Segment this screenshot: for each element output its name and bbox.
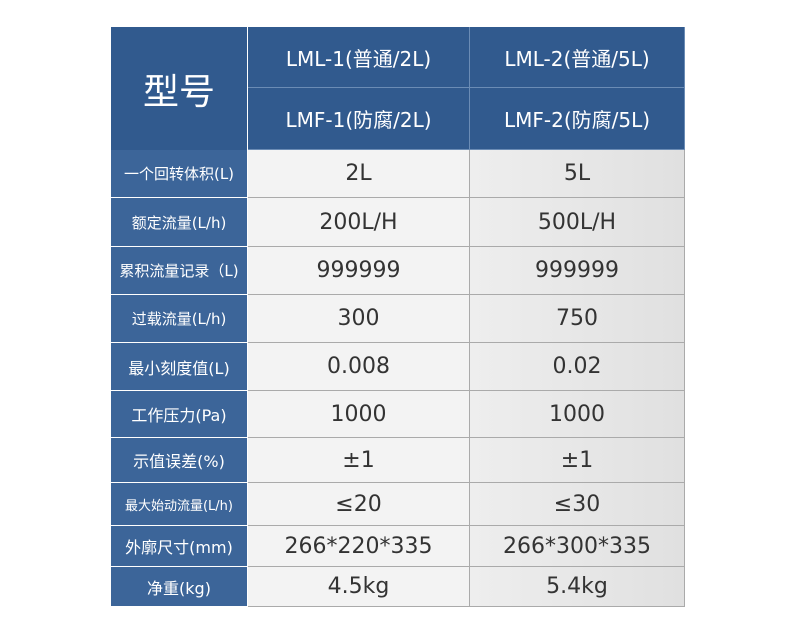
model-name: LML-2(普通/5L) [470,27,685,88]
cell-value: 4.5kg [248,567,470,607]
cell-value: 750 [470,295,685,343]
cell-value: ±1 [248,438,470,483]
cell-value: 999999 [470,247,685,295]
cell-value: ≤20 [248,483,470,526]
row-label: 一个回转体积(L) [111,150,248,198]
cell-value: 999999 [248,247,470,295]
cell-value: 5.4kg [470,567,685,607]
cell-value: 1000 [470,391,685,438]
cell-value: 300 [248,295,470,343]
row-label: 额定流量(L/h) [111,198,248,247]
cell-value: 266*220*335 [248,526,470,567]
cell-value: 200L/H [248,198,470,247]
row-label: 最小刻度值(L) [111,343,248,391]
row-label: 示值误差(%) [111,438,248,483]
table-title: 型号 [111,27,248,150]
row-label: 外廓尺寸(mm) [111,526,248,567]
row-label: 过载流量(L/h) [111,295,248,343]
row-label: 最大始动流量(L/h) [111,483,248,526]
row-label: 净重(kg) [111,567,248,607]
cell-value: 266*300*335 [470,526,685,567]
cell-value: 0.008 [248,343,470,391]
cell-value: ±1 [470,438,685,483]
cell-value: 0.02 [470,343,685,391]
cell-value: 1000 [248,391,470,438]
row-label: 累积流量记录（L) [111,247,248,295]
cell-value: ≤30 [470,483,685,526]
model-name: LMF-2(防腐/5L) [470,88,685,150]
cell-value: 500L/H [470,198,685,247]
cell-value: 2L [248,150,470,198]
model-name: LMF-1(防腐/2L) [248,88,470,150]
model-name: LML-1(普通/2L) [248,27,470,88]
row-label: 工作压力(Pa) [111,391,248,438]
cell-value: 5L [470,150,685,198]
